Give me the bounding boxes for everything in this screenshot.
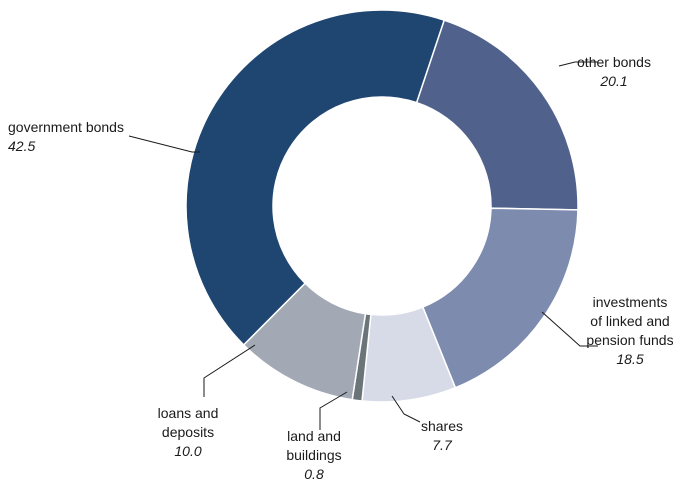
leader-line-investments-of-linked-and-pension-funds (541, 311, 598, 347)
label-line: pension funds (586, 332, 673, 348)
slice-label-government-bonds: government bonds 42.5 (8, 119, 124, 154)
leader-line-land-and-buildings (319, 391, 348, 430)
slice-label-shares: shares 7.7 (421, 418, 463, 453)
slice-label-land-and-buildings: land and buildings 0.8 (286, 428, 341, 482)
label-line: of linked and (590, 313, 669, 329)
donut-slices (185, 9, 579, 403)
label-line: deposits (162, 424, 214, 440)
slice-value: 7.7 (432, 437, 453, 453)
slice-label-other-bonds: other bonds 20.1 (577, 54, 651, 89)
label-line: investments (593, 294, 668, 310)
slice-label-loans-and-deposits: loans and deposits 10.0 (158, 405, 219, 459)
slice-government-bonds (185, 9, 446, 346)
slice-other-bonds (415, 19, 579, 211)
leader-line-other-bonds (558, 61, 598, 67)
slice-investments-of-linked-and-pension-funds (421, 207, 579, 389)
slice-value: 20.1 (599, 73, 627, 89)
leader-line-loans-and-deposits (203, 344, 256, 397)
label-line: government bonds (8, 119, 124, 135)
slice-labels: other bonds 20.1 investments of linked and p… (8, 54, 673, 482)
label-line: land and (287, 428, 341, 444)
slice-value: 18.5 (616, 351, 643, 367)
label-line: loans and (158, 405, 219, 421)
slice-value: 10.0 (174, 443, 201, 459)
label-line: other bonds (577, 54, 651, 70)
leader-line-shares (391, 395, 421, 423)
slice-label-investments-of-linked-and-pension-funds: investments of linked and pension funds 18.… (586, 294, 673, 367)
leader-line-government-bonds (128, 135, 200, 153)
leader-lines (128, 61, 598, 430)
label-line: buildings (286, 447, 341, 463)
slice-value: 0.8 (304, 466, 324, 482)
slice-value: 42.5 (8, 138, 35, 154)
label-line: shares (421, 418, 463, 434)
